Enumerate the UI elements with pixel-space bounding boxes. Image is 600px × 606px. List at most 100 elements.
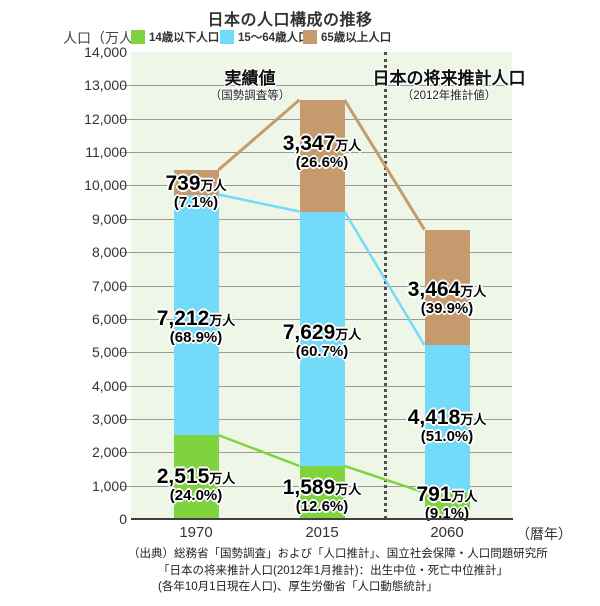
percent-2015-age-15-64: (60.7%) — [295, 343, 349, 361]
value-2060-age-0-14: 791 — [416, 483, 452, 507]
y-tick-8000 — [121, 252, 131, 254]
y-axis-label-10000: 10,000 — [84, 177, 127, 194]
y-axis-label-8000: 8,000 — [91, 244, 127, 261]
legend-label-working-age: 15～64歳人口 — [238, 31, 310, 44]
y-axis-label-4000: 4,000 — [91, 377, 127, 394]
legend-item-over65: 65歳以上人口 — [303, 29, 391, 44]
connector-age-15-64-segment-0 — [218, 193, 300, 213]
legend-swatch-green-icon — [131, 29, 145, 44]
value-1970-age-15-64: 7,212 — [156, 307, 210, 331]
x-axis-label-1970: 1970 — [179, 524, 213, 541]
y-tick-6000 — [121, 318, 131, 320]
y-tick-2000 — [121, 452, 131, 454]
percent-2060-age-0-14: (9.1%) — [424, 505, 470, 523]
y-tick-3000 — [121, 418, 131, 420]
label-1970-age-0-14: 2,515万人 (24.0%) — [157, 466, 236, 504]
y-axis-label-0: 0 — [119, 511, 127, 527]
bar-1970-age-15-64 — [173, 194, 219, 436]
legend-swatch-brown-icon — [303, 29, 317, 44]
label-2060-age-65-plus: 3,464万人 (39.9%) — [408, 279, 487, 317]
y-axis-label-1000: 1,000 — [91, 477, 127, 494]
source-line-1: （出典）総務省「国勢調査」および「人口推計」、国立社会保障・人口問題研究所 — [128, 548, 548, 560]
y-tick-7000 — [121, 285, 131, 287]
y-axis-label-7000: 7,000 — [91, 277, 127, 294]
y-tick-9000 — [121, 218, 131, 220]
value-2060-age-15-64: 4,418 — [407, 406, 461, 430]
unit-label: 万人 — [451, 489, 478, 505]
bar-2060-age-0-14 — [424, 492, 470, 519]
unit-label: 万人 — [200, 178, 227, 194]
x-axis-line — [131, 518, 513, 520]
percent-1970-age-15-64: (68.9%) — [169, 329, 223, 347]
y-axis-label-9000: 9,000 — [91, 210, 127, 227]
value-1970-age-65-plus: 739 — [165, 172, 201, 196]
percent-1970-age-65-plus: (7.1%) — [173, 194, 219, 212]
y-axis-label-11000: 11,000 — [85, 144, 127, 161]
bar-2015-age-0-14 — [299, 465, 345, 519]
x-axis-unit-label: （暦年） — [516, 526, 572, 542]
unit-label: 万人 — [460, 284, 487, 300]
unit-label: 万人 — [460, 412, 487, 428]
y-tick-11000 — [121, 152, 131, 154]
x-axis-label-2060: 2060 — [430, 524, 464, 541]
bar-2060-age-65-plus — [424, 229, 470, 346]
y-axis-label-5000: 5,000 — [91, 344, 127, 361]
label-1970-age-15-64: 7,212万人 (68.9%) — [157, 308, 236, 346]
y-axis-label-12000: 12,000 — [84, 110, 127, 127]
legend-swatch-blue-icon — [220, 29, 234, 44]
value-2015-age-0-14: 1,589 — [282, 476, 336, 500]
percent-2015-age-65-plus: (26.6%) — [295, 154, 349, 172]
y-tick-1000 — [121, 485, 131, 487]
label-2015-age-15-64: 7,629万人 (60.7%) — [283, 322, 362, 360]
gridline-13000 — [131, 85, 512, 87]
source-citation: （出典）総務省「国勢調査」および「人口推計」、国立社会保障・人口問題研究所 「日… — [128, 546, 548, 596]
label-2060-age-0-14: 791万人 (9.1%) — [416, 484, 477, 522]
bar-2015-age-15-64 — [299, 211, 345, 466]
section-subtitle-projection: （2012年推計値） — [401, 90, 497, 102]
source-line-3: (各年10月1日現在人口)、厚生労働省「人口動態統計」 — [158, 581, 438, 593]
legend-item-working-age: 15～64歳人口 — [220, 29, 310, 44]
unit-label: 万人 — [335, 482, 362, 498]
y-tick-12000 — [121, 118, 131, 120]
legend-item-under14: 14歳以下人口 — [131, 29, 219, 44]
value-2060-age-65-plus: 3,464 — [407, 278, 461, 302]
plot-area: 2,515万人 (24.0%) 7,212万人 (68.9%) 739万人 (7.1%) 1… — [131, 52, 512, 522]
legend-label-under14: 14歳以下人口 — [149, 31, 220, 44]
section-subtitle-actual: （国勢調査等） — [209, 90, 291, 102]
y-axis-label-6000: 6,000 — [91, 310, 127, 327]
y-tick-5000 — [121, 352, 131, 354]
y-axis-label-2000: 2,000 — [91, 444, 127, 461]
y-tick-10000 — [121, 185, 131, 187]
legend-label-over65: 65歳以上人口 — [321, 31, 392, 44]
unit-label: 万人 — [335, 138, 362, 154]
value-1970-age-0-14: 2,515 — [156, 465, 210, 489]
label-2015-age-0-14: 1,589万人 (12.6%) — [283, 477, 362, 515]
label-1970-age-65-plus: 739万人 (7.1%) — [165, 173, 226, 211]
value-2015-age-15-64: 7,629 — [282, 321, 336, 345]
connector-age-0-14-segment-0 — [218, 433, 300, 468]
section-title-actual: 実績値 — [224, 69, 276, 88]
y-axis-label-14000: 14,000 — [84, 44, 127, 60]
x-axis-label-2015: 2015 — [305, 524, 339, 541]
y-tick-4000 — [121, 385, 131, 387]
bar-2015-age-65-plus — [299, 99, 345, 212]
label-2060-age-15-64: 4,418万人 (51.0%) — [408, 407, 487, 445]
bar-1970-age-0-14 — [173, 435, 219, 519]
percent-2060-age-65-plus: (39.9%) — [420, 300, 474, 318]
y-tick-13000 — [121, 85, 131, 87]
percent-2015-age-0-14: (12.6%) — [295, 498, 349, 516]
source-line-2: 「日本の将来推計人口(2012年1月推計)：出生中位・死亡中位推計」 — [158, 564, 509, 577]
label-2015-age-65-plus: 3,347万人 (26.6%) — [283, 133, 362, 171]
unit-label: 万人 — [209, 313, 236, 329]
y-axis-label-3000: 3,000 — [91, 410, 127, 427]
bar-1970-age-65-plus — [173, 169, 219, 195]
projection-divider-dotted-line — [384, 52, 387, 519]
percent-2060-age-15-64: (51.0%) — [420, 428, 474, 446]
chart-title: 日本の人口構成の推移 — [207, 12, 373, 29]
percent-1970-age-0-14: (24.0%) — [169, 487, 223, 505]
y-axis-label-13000: 13,000 — [84, 77, 127, 94]
y-axis-title: 人口（万人） — [63, 30, 147, 46]
section-title-projection: 日本の将来推計人口 — [372, 69, 526, 88]
unit-label: 万人 — [209, 471, 236, 487]
